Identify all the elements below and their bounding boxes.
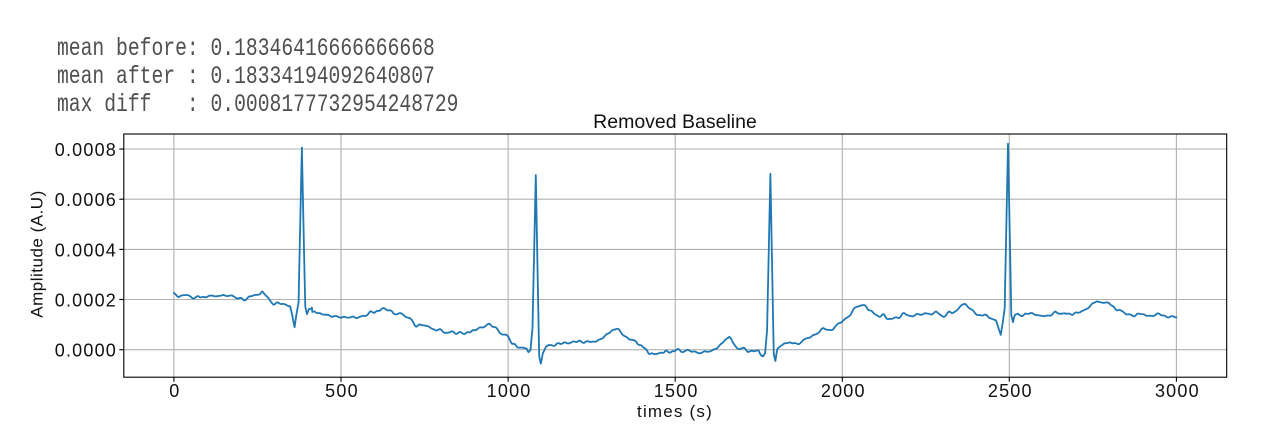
svg-text:1000: 1000 (487, 381, 532, 401)
svg-text:500: 500 (325, 381, 359, 401)
svg-text:times (s): times (s) (637, 402, 713, 421)
svg-text:3000: 3000 (1155, 381, 1200, 401)
svg-text:0.0000: 0.0000 (55, 341, 117, 361)
svg-text:Amplitude (A.U): Amplitude (A.U) (28, 190, 47, 317)
svg-text:0: 0 (169, 381, 180, 401)
svg-text:0.0002: 0.0002 (55, 290, 117, 310)
svg-text:0.0006: 0.0006 (55, 190, 117, 210)
svg-text:1500: 1500 (654, 381, 699, 401)
svg-text:0.0008: 0.0008 (55, 140, 117, 160)
svg-text:Removed Baseline: Removed Baseline (593, 111, 757, 133)
svg-text:2000: 2000 (821, 381, 866, 401)
svg-text:2500: 2500 (988, 381, 1033, 401)
svg-text:0.0004: 0.0004 (55, 240, 117, 260)
